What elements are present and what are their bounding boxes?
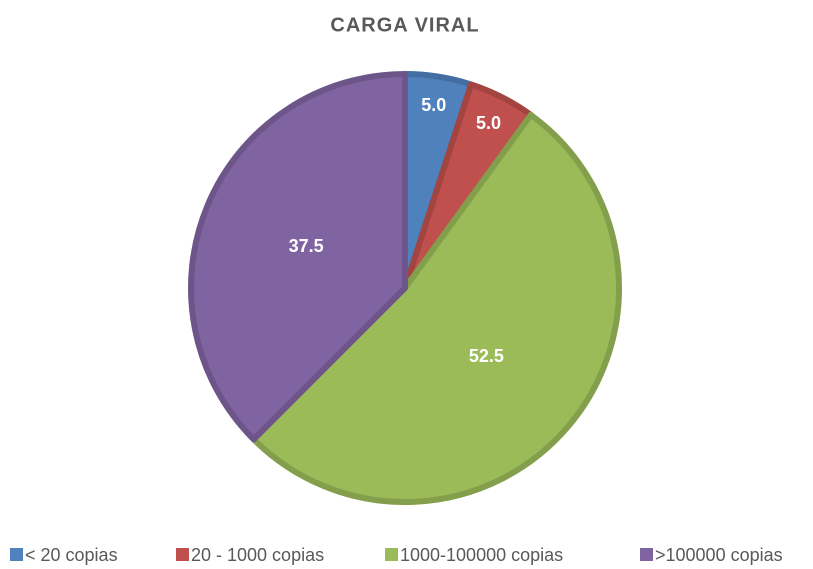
pie-slice [250,111,622,505]
legend-swatch [640,548,653,561]
data-label: 5.0 [476,113,501,133]
legend-label: >100000 copias [655,545,783,565]
chart-title: CARGA VIRAL [330,14,479,36]
legend-swatch [385,548,398,561]
data-label: 5.0 [421,95,446,115]
legend-swatch [176,548,189,561]
data-label: 37.5 [289,236,324,256]
legend-swatch [10,548,23,561]
legend-label: 1000-100000 copias [400,545,563,565]
legend-label: < 20 copias [25,545,118,565]
data-label: 52.5 [469,346,504,366]
pie-slice [188,71,408,443]
legend-label: 20 - 1000 copias [191,545,324,565]
